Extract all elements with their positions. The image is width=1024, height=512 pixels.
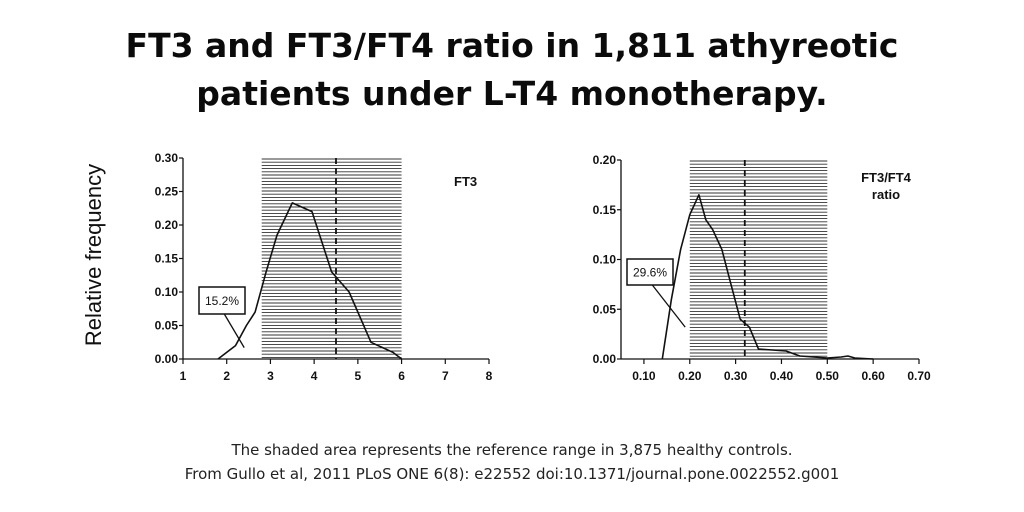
legend-label: FT3: [454, 174, 477, 189]
reference-range-shading: [261, 158, 402, 358]
x-tick-label: 6: [398, 369, 405, 383]
annotation-pointer: [223, 313, 245, 348]
x-tick-label: 0.20: [678, 369, 702, 383]
x-tick-label: 5: [355, 369, 362, 383]
title-line-2: patients under L-T4 monotherapy.: [196, 74, 828, 113]
y-tick-label: 0.00: [593, 352, 617, 366]
x-tick-label: 3: [267, 369, 274, 383]
y-tick-label: 0.10: [593, 253, 617, 267]
x-tick-label: 0.10: [632, 369, 656, 383]
y-tick-label: 0.25: [155, 185, 179, 199]
y-tick-label: 0.20: [593, 153, 617, 167]
distribution-line: [661, 194, 874, 360]
annotation-pointer: [651, 284, 686, 328]
x-tick-label: 2: [223, 369, 230, 383]
x-tick-label: 1: [180, 369, 187, 383]
footer-line-1: The shaded area represents the reference…: [231, 441, 793, 459]
annotation-box: [626, 258, 674, 286]
x-tick-label: 0.60: [861, 369, 885, 383]
reference-range-shading: [689, 160, 828, 357]
ft3-ft4-ratio-chart: 0.00 0.05 0.10 0.15 0.20 0.10 0.20 0.30 0.40 0.50…: [593, 153, 931, 383]
annotation-label: 15.2%: [205, 294, 239, 308]
legend-label: ratio: [872, 187, 900, 202]
y-tick-label: 0.20: [155, 218, 179, 232]
x-tick-label: 8: [486, 369, 493, 383]
y-tick-label: 0.05: [155, 319, 179, 333]
x-tick-label: 0.50: [816, 369, 840, 383]
y-tick-label: 0.15: [155, 252, 179, 266]
x-tick-label: 4: [311, 369, 318, 383]
footer-caption: The shaded area represents the reference…: [0, 438, 1024, 486]
y-axis-label: Relative frequency: [81, 164, 106, 346]
page-title: FT3 and FT3/FT4 ratio in 1,811 athyreoti…: [0, 22, 1024, 118]
title-line-1: FT3 and FT3/FT4 ratio in 1,811 athyreoti…: [125, 26, 899, 65]
annotation-label: 29.6%: [633, 266, 667, 280]
footer-line-2: From Gullo et al, 2011 PLoS ONE 6(8): e2…: [184, 465, 840, 483]
y-tick-label: 0.10: [155, 285, 179, 299]
x-tick-label: 0.40: [770, 369, 794, 383]
y-tick-label: 0.30: [155, 151, 179, 165]
x-tick-label: 7: [442, 369, 449, 383]
annotation-box: [198, 286, 246, 315]
y-tick-label: 0.00: [155, 352, 179, 366]
legend-label: FT3/FT4: [861, 170, 912, 185]
ft3-chart: 0.00 0.05 0.10 0.15 0.20 0.25 0.30 1 2 3 4 5 6 7 8 FT3 1…: [155, 151, 493, 383]
y-tick-label: 0.15: [593, 203, 617, 217]
y-tick-label: 0.05: [593, 302, 617, 316]
x-tick-label: 0.30: [724, 369, 748, 383]
x-tick-label: 0.70: [907, 369, 931, 383]
